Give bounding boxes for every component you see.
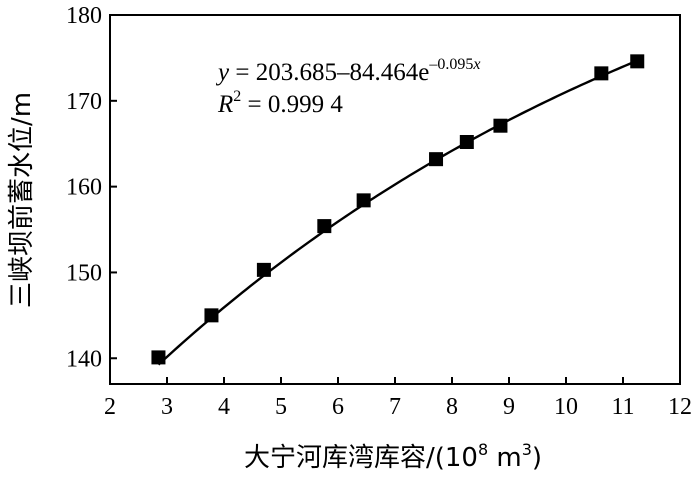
- fit-curve: [157, 59, 638, 366]
- data-points: [151, 54, 645, 365]
- x-tick-label: 11: [611, 394, 634, 420]
- annotation-equation: y = 203.685–84.464e–0.095x: [215, 56, 480, 86]
- x-tick-label: 9: [503, 394, 515, 420]
- y-axis-ticks: 140 150 160 170 180: [66, 3, 117, 372]
- y-tick-label: 160: [66, 175, 102, 201]
- y-tick-label: 150: [66, 260, 102, 286]
- data-point: [256, 262, 271, 277]
- x-tick-label: 3: [161, 394, 173, 420]
- y-tick-label: 140: [66, 346, 102, 372]
- annotation-r-squared: R2 = 0.999 4: [217, 88, 343, 118]
- y-tick-label: 180: [66, 3, 102, 29]
- x-tick-label: 7: [389, 394, 401, 420]
- data-point: [493, 118, 508, 133]
- x-tick-label: 12: [668, 394, 692, 420]
- y-tick-label: 170: [66, 89, 102, 115]
- data-point: [630, 54, 645, 69]
- x-tick-label: 4: [218, 394, 230, 420]
- x-axis-ticks: 2 3 4 5 6 7 8 9 10 11 12: [104, 377, 692, 420]
- x-tick-label: 6: [332, 394, 344, 420]
- y-axis-label: 三峡坝前蓄水位/m: [7, 92, 37, 308]
- data-point: [151, 350, 166, 365]
- data-point: [356, 193, 371, 208]
- x-tick-label: 2: [104, 394, 116, 420]
- x-axis-label: 大宁河库湾库容/(108 m3): [244, 440, 542, 473]
- x-tick-label: 5: [275, 394, 287, 420]
- data-point: [204, 308, 219, 323]
- data-point: [594, 66, 609, 81]
- data-point: [317, 219, 332, 234]
- x-tick-label: 8: [446, 394, 458, 420]
- data-point: [429, 152, 444, 167]
- x-tick-label: 10: [554, 394, 578, 420]
- data-point: [459, 135, 474, 150]
